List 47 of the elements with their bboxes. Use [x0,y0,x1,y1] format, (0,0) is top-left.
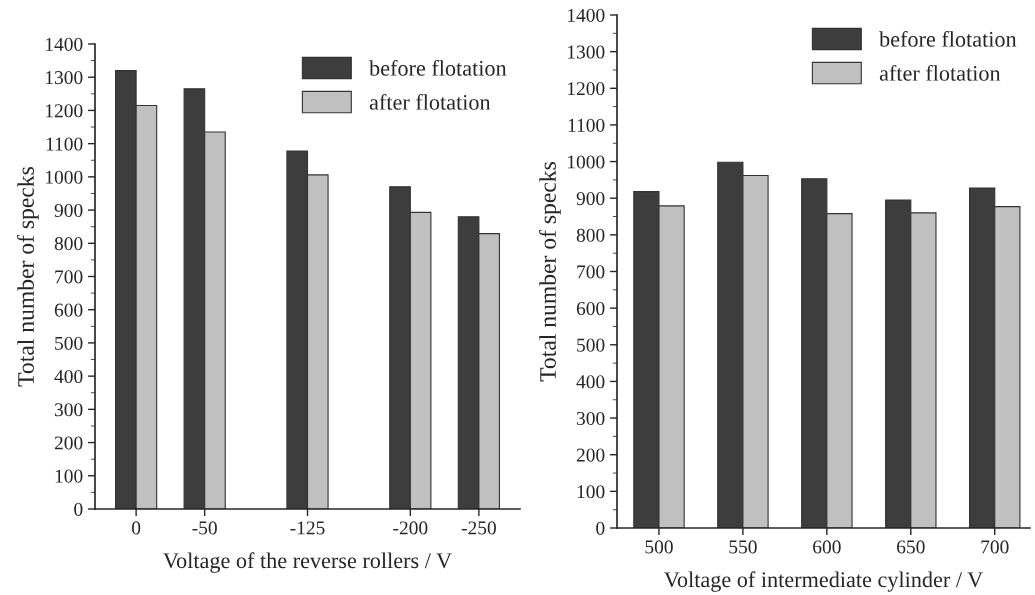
x-axis-title: Voltage of the reverse rollers / V [163,552,452,573]
y-tick-label: 900 [576,192,605,206]
y-tick-label: 300 [576,411,605,426]
y-tick-label: 400 [54,369,83,384]
x-tick-label: -50 [192,521,217,535]
y-tick-label: 900 [54,203,83,218]
y-tick-label: 500 [55,336,83,350]
y-tick-label: 600 [54,303,83,317]
x-axis-title: Voltage of intermediate cylinder / V [664,571,983,592]
y-axis-title: Total number of specks [539,162,561,382]
y-tick-label: 800 [54,237,83,251]
y-tick-label: 500 [577,338,605,352]
legend-label: before flotation [369,59,507,76]
legend-label: after flotation [369,93,491,110]
y-tick-label: 300 [54,403,83,417]
y-tick-label: 1100 [568,118,605,132]
y-tick-label: 100 [577,485,605,499]
x-tick-label: -200 [393,521,428,535]
y-tick-label: 1300 [568,45,605,59]
y-tick-label: 1200 [46,104,83,118]
y-tick-label: 100 [55,469,83,483]
y-tick-label: 1300 [46,71,83,85]
y-tick-label: 700 [577,265,605,279]
x-tick-label: 0 [132,521,141,535]
y-tick-label: 1100 [46,137,83,151]
legend-label: before flotation [879,30,1017,47]
legend-label: after flotation [879,64,1001,81]
y-tick-label: 200 [576,448,605,462]
y-axis-title: Total number of specks [17,167,39,387]
y-tick-label: 600 [576,301,605,316]
y-tick-label: 1400 [568,8,605,22]
y-tick-label: 1000 [568,155,605,169]
x-tick-label: 600 [813,540,841,554]
x-tick-label: 650 [897,540,925,554]
y-tick-label: 200 [54,436,83,450]
x-tick-label: -125 [290,521,325,535]
y-tick-label: 1200 [568,82,605,96]
x-tick-label: 550 [729,540,757,554]
x-tick-label: -250 [461,521,496,535]
y-tick-label: 1400 [46,37,83,51]
y-tick-label: 800 [576,228,605,242]
x-tick-label: 500 [645,540,673,554]
y-tick-label: 700 [55,270,83,284]
x-tick-label: 700 [981,540,1009,554]
y-tick-label: 0 [74,502,83,516]
y-tick-label: 1000 [46,170,83,184]
y-tick-label: 400 [576,375,605,389]
